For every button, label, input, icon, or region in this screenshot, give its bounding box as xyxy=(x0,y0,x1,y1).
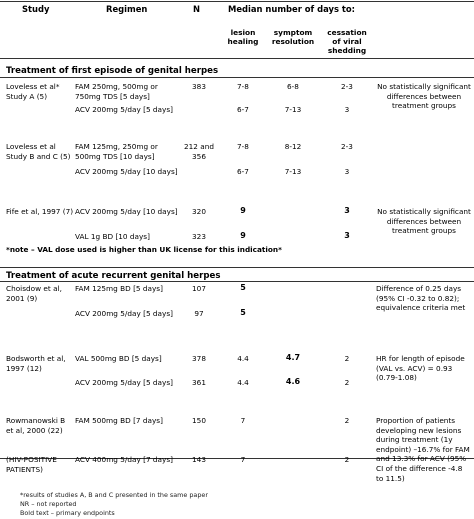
footnote-results: *results of studies A, B and C presented… xyxy=(20,491,208,499)
lesion-days: 7-8 xyxy=(237,142,249,151)
lesion-days: 4.4 xyxy=(237,354,249,363)
comment: Difference of 0.25 days (95% CI -0.32 to… xyxy=(376,284,466,313)
study-name: Loveless et al* Study A (5) xyxy=(6,82,60,101)
regimen: FAM 250mg, 500mg or 750mg TDS [5 days] xyxy=(75,82,158,101)
n-value: 383 xyxy=(192,82,206,91)
comment: HR for length of episode (VAL vs. ACV) =… xyxy=(376,354,465,383)
cessation-days: 2 xyxy=(344,416,350,425)
col-header-median: Median number of days to: xyxy=(228,4,355,14)
study-name: Rowmanowski B et al, 2000 (22) xyxy=(6,416,66,435)
col-header-study: Study xyxy=(22,4,50,14)
cessation-days: 3 xyxy=(344,105,350,114)
regimen: FAM 125mg, 250mg or 500mg TDS [10 days] xyxy=(75,142,158,161)
cessation-days: 3 xyxy=(344,167,350,176)
symptom-days: 6-8 xyxy=(287,82,299,91)
n-value: 107 xyxy=(192,284,206,293)
section-2-top-rule xyxy=(0,267,474,268)
study-name: Bodsworth et al, 1997 (12) xyxy=(6,354,66,373)
cessation-days: 3 xyxy=(344,206,350,215)
section-title-first: Treatment of first episode of genital he… xyxy=(6,66,219,76)
regimen: FAM 125mg BD [5 days] xyxy=(75,284,163,293)
col-header-cessation: cessation of viral shedding xyxy=(327,28,367,55)
study-name: Choisdow et al, 2001 (9) xyxy=(6,284,62,303)
cessation-days: 2-3 xyxy=(341,82,353,91)
cessation-days: 2-3 xyxy=(341,142,353,151)
footnote-nr: NR – not reported xyxy=(20,500,77,508)
comment: No statistically significant differences… xyxy=(377,207,471,236)
lesion-days: 5 xyxy=(240,308,246,317)
lesion-days: 6-7 xyxy=(237,105,249,114)
cessation-days: 3 xyxy=(344,231,350,240)
n-value: 323 xyxy=(192,232,206,241)
n-value: 212 and 356 xyxy=(184,142,214,161)
section-title-recurrent: Treatment of acute recurrent genital her… xyxy=(6,271,221,281)
header-bottom-rule xyxy=(0,58,474,59)
regimen: ACV 200mg 5/day [5 days] xyxy=(75,105,173,114)
study-name: Loveless et al Study B and C (5) xyxy=(6,142,71,161)
lesion-days: 6-7 xyxy=(237,167,249,176)
study-population: (HIV-POSITIVE PATIENTS) xyxy=(6,455,57,474)
symptom-days: 8-12 xyxy=(284,142,302,151)
regimen: VAL 1g BD [10 days] xyxy=(75,232,150,241)
section-2-rule xyxy=(0,281,474,282)
regimen: FAM 500mg BD [7 days] xyxy=(75,416,163,425)
footnote-bold: Bold text – primary endpoints xyxy=(20,509,115,517)
lesion-days: 4.4 xyxy=(237,378,249,387)
col-header-lesion: lesion healing xyxy=(227,28,259,46)
comment: Proportion of patients developing new le… xyxy=(376,416,470,483)
cessation-days: 2 xyxy=(344,378,350,387)
symptom-days: 7-13 xyxy=(284,105,302,114)
n-value: 320 xyxy=(192,207,206,216)
regimen: ACV 200mg 5/day [5 days] xyxy=(75,378,173,387)
header-top-rule xyxy=(0,1,474,2)
license-note: *note – VAL dose used is higher than UK … xyxy=(6,245,282,254)
symptom-days: 4.7 xyxy=(285,353,301,362)
lesion-days: 5 xyxy=(240,283,246,292)
col-header-n: N xyxy=(193,4,201,14)
cessation-days: 2 xyxy=(344,455,350,464)
regimen: ACV 200mg 5/day [10 days] xyxy=(75,167,178,176)
regimen: VAL 500mg BD [5 days] xyxy=(75,354,162,363)
col-header-symptom: symptom resolution xyxy=(271,28,315,46)
lesion-days: 9 xyxy=(240,231,246,240)
col-header-regimen: Regimen xyxy=(106,4,148,14)
cessation-days: 2 xyxy=(344,354,350,363)
symptom-days: 7-13 xyxy=(284,167,302,176)
lesion-days: 7-8 xyxy=(237,82,249,91)
table-bottom-rule xyxy=(0,458,474,459)
regimen: ACV 200mg 5/day [5 days] xyxy=(75,309,173,318)
n-value: 143 xyxy=(192,455,206,464)
comment: No statistically significant differences… xyxy=(377,82,471,111)
n-value: 150 xyxy=(192,416,206,425)
regimen: ACV 400mg 5/day [7 days] xyxy=(75,455,173,464)
lesion-days: 9 xyxy=(240,206,246,215)
regimen: ACV 200mg 5/day [10 days] xyxy=(75,207,178,216)
symptom-days: 4.6 xyxy=(285,377,301,386)
study-name: Fife et al, 1997 (7) xyxy=(6,207,74,216)
lesion-days: 7 xyxy=(240,416,246,425)
n-value: 361 xyxy=(192,378,206,387)
n-value: 378 xyxy=(192,354,206,363)
lesion-days: 7 xyxy=(240,455,246,464)
n-value: 97 xyxy=(194,309,204,318)
section-1-rule xyxy=(0,77,474,78)
